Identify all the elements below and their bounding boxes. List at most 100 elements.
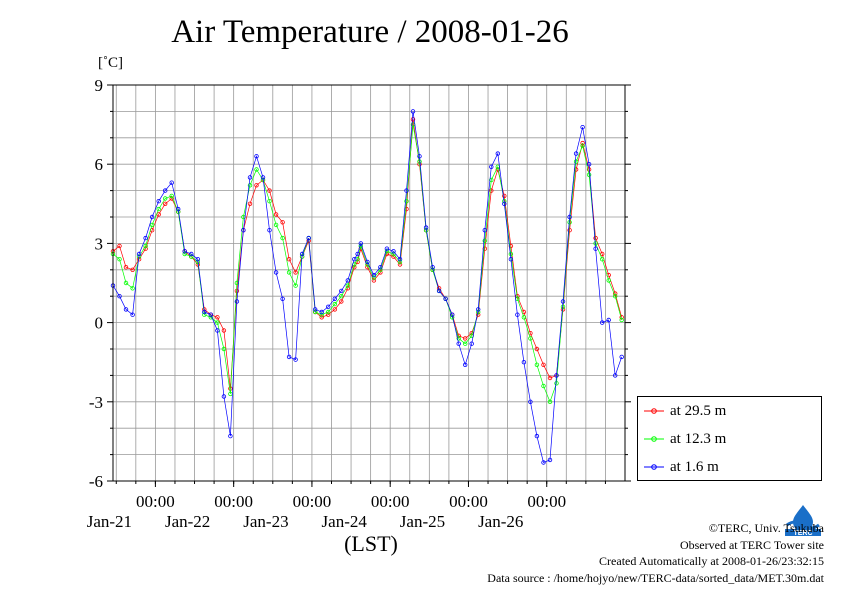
legend-swatch-red bbox=[644, 408, 664, 414]
data-point bbox=[319, 312, 324, 317]
series-line bbox=[112, 111, 623, 463]
data-point bbox=[149, 214, 155, 220]
data-point bbox=[489, 164, 494, 169]
x-tick-label-time: 00:00 bbox=[449, 492, 488, 511]
data-point bbox=[456, 336, 461, 341]
data-point bbox=[332, 307, 337, 312]
data-point bbox=[339, 294, 344, 299]
data-point bbox=[586, 161, 592, 167]
y-axis-unit-label: [˚C] bbox=[98, 55, 123, 71]
data-point bbox=[469, 341, 474, 346]
data-point bbox=[254, 154, 259, 159]
data-point bbox=[534, 346, 540, 352]
data-point bbox=[397, 262, 403, 267]
data-point bbox=[169, 180, 174, 185]
data-point bbox=[456, 341, 461, 346]
data-point bbox=[593, 246, 598, 251]
data-point bbox=[502, 193, 507, 199]
legend-swatch-green bbox=[644, 436, 664, 442]
y-tick-label: 9 bbox=[95, 76, 104, 95]
data-point bbox=[286, 270, 292, 275]
data-point bbox=[280, 296, 285, 301]
data-point bbox=[267, 188, 272, 193]
data-point bbox=[182, 251, 187, 257]
plot-frame bbox=[112, 84, 626, 482]
data-point bbox=[286, 354, 292, 360]
data-point bbox=[508, 251, 514, 257]
data-point bbox=[534, 362, 540, 367]
data-point bbox=[554, 373, 559, 378]
data-point bbox=[463, 336, 468, 341]
data-point bbox=[397, 259, 403, 265]
data-point bbox=[195, 257, 200, 262]
data-point bbox=[326, 309, 331, 315]
data-point bbox=[169, 193, 174, 199]
data-point bbox=[450, 312, 455, 317]
data-point bbox=[410, 109, 416, 114]
data-point bbox=[365, 259, 370, 265]
legend-label: at 29.5 m bbox=[670, 402, 727, 419]
data-point bbox=[189, 254, 194, 259]
data-point bbox=[554, 381, 559, 386]
data-point bbox=[515, 312, 520, 317]
x-tick-label-time: 00:00 bbox=[293, 492, 332, 511]
data-point bbox=[404, 198, 409, 204]
data-point bbox=[221, 346, 227, 352]
data-point bbox=[547, 457, 553, 463]
data-point bbox=[247, 201, 253, 206]
data-point bbox=[130, 267, 135, 272]
data-point bbox=[299, 251, 305, 257]
data-point bbox=[508, 257, 514, 262]
data-point bbox=[502, 201, 507, 206]
data-point bbox=[495, 151, 500, 156]
data-point bbox=[600, 257, 605, 262]
grid-lines bbox=[113, 85, 625, 481]
data-point bbox=[313, 307, 318, 312]
series-layer bbox=[110, 109, 624, 465]
data-point bbox=[267, 198, 272, 204]
data-point bbox=[397, 257, 403, 262]
y-tick-label: 6 bbox=[95, 155, 104, 174]
x-tick-label-date: Jan-25 bbox=[400, 512, 445, 531]
data-point bbox=[339, 299, 344, 304]
axis-ticks: -6-3036900:00Jan-2100:00Jan-2200:00Jan-2… bbox=[87, 76, 631, 531]
data-point bbox=[371, 272, 377, 278]
data-point bbox=[521, 360, 527, 365]
data-point bbox=[580, 143, 585, 148]
site-text: Observed at TERC Tower site bbox=[679, 537, 824, 552]
source-text: Data source : /home/hojyo/new/TERC-data/… bbox=[487, 570, 824, 585]
legend-item-29-5m: at 29.5 m bbox=[644, 401, 726, 421]
legend-label: at 1.6 m bbox=[670, 458, 719, 475]
data-point bbox=[319, 315, 324, 320]
data-point bbox=[443, 296, 448, 301]
created-text: Created Automatically at 2008-01-26/23:3… bbox=[599, 554, 824, 568]
data-point bbox=[228, 433, 233, 439]
data-point bbox=[234, 299, 240, 304]
x-tick-label-date: Jan-23 bbox=[243, 512, 288, 531]
data-point bbox=[123, 280, 129, 286]
data-point bbox=[619, 317, 624, 323]
x-tick-label-date: Jan-24 bbox=[322, 512, 368, 531]
data-point bbox=[528, 336, 533, 341]
data-point bbox=[489, 177, 494, 183]
data-point bbox=[613, 373, 618, 378]
data-point bbox=[136, 251, 142, 257]
terc-logo-icon: TERC bbox=[783, 503, 823, 537]
y-tick-label: -3 bbox=[89, 393, 103, 412]
data-point bbox=[221, 394, 227, 399]
data-point bbox=[313, 309, 318, 315]
data-point bbox=[332, 296, 337, 301]
data-point bbox=[384, 246, 390, 251]
data-point bbox=[273, 222, 279, 228]
data-point bbox=[345, 283, 350, 288]
data-point bbox=[123, 265, 129, 270]
x-tick-label-time: 00:00 bbox=[214, 492, 253, 511]
data-point bbox=[130, 312, 135, 317]
x-tick-label-time: 00:00 bbox=[371, 492, 410, 511]
data-point bbox=[463, 341, 468, 346]
data-point bbox=[215, 328, 220, 333]
data-point bbox=[541, 460, 546, 465]
data-point bbox=[123, 307, 129, 312]
data-point bbox=[613, 294, 618, 299]
